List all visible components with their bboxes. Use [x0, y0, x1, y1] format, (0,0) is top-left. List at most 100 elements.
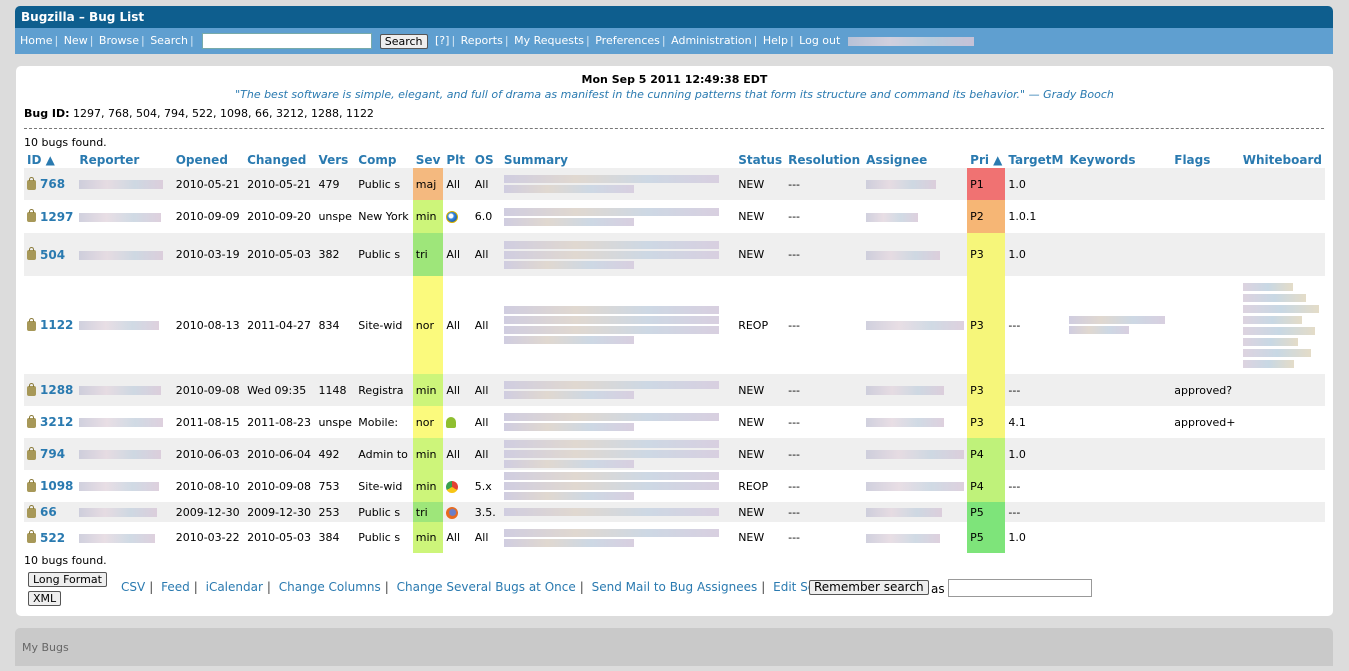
summary-redacted[interactable]: [503, 316, 719, 324]
bug-id-link[interactable]: 768: [40, 177, 66, 191]
icalendar-link[interactable]: iCalendar: [205, 580, 263, 594]
col-status[interactable]: Status: [738, 153, 783, 167]
col-target-milestone[interactable]: TargetM: [1008, 153, 1064, 167]
bug-id-cell[interactable]: 768: [24, 168, 77, 200]
bug-id-link[interactable]: 3212: [40, 415, 74, 429]
summary-redacted[interactable]: [503, 440, 719, 448]
long-format-button[interactable]: Long Format: [28, 572, 107, 587]
bug-id-link[interactable]: 66: [40, 505, 57, 519]
nav-help[interactable]: Help: [762, 34, 788, 47]
summary-redacted[interactable]: [503, 413, 719, 421]
col-summary[interactable]: Summary: [503, 153, 568, 167]
nav-new[interactable]: New: [63, 34, 88, 47]
summary-redacted[interactable]: [503, 450, 719, 458]
summary-cell[interactable]: [500, 168, 736, 200]
summary-redacted[interactable]: [503, 217, 634, 226]
nav-log-out[interactable]: Log out: [799, 34, 841, 47]
send-mail-link[interactable]: Send Mail to Bug Assignees: [591, 580, 758, 594]
bug-id-link[interactable]: 794: [40, 447, 66, 461]
table-row[interactable]: 1297 2010-09-09 2010-09-20 unspe New York min…: [24, 200, 1325, 233]
remember-search-button[interactable]: Remember search: [809, 580, 929, 595]
table-row[interactable]: 1122 2010-08-13 2011-04-27 834 Site-wid nor Al…: [24, 276, 1325, 374]
bug-id-cell[interactable]: 1098: [24, 470, 77, 502]
col-component[interactable]: Comp: [358, 153, 397, 167]
summary-redacted[interactable]: [503, 240, 719, 249]
summary-redacted[interactable]: [503, 306, 719, 314]
col-os[interactable]: OS: [474, 153, 494, 167]
bug-id-link[interactable]: 1288: [40, 383, 74, 397]
bug-id-cell[interactable]: 66: [24, 502, 77, 522]
nav-reports[interactable]: Reports: [460, 34, 503, 47]
col-opened[interactable]: Opened: [175, 153, 228, 167]
summary-redacted[interactable]: [503, 508, 719, 516]
summary-redacted[interactable]: [503, 492, 634, 500]
bug-id-link[interactable]: 1122: [40, 318, 74, 332]
quick-search-input[interactable]: [202, 33, 373, 49]
summary-redacted[interactable]: [503, 391, 634, 399]
bug-id-link[interactable]: 1098: [40, 479, 74, 493]
bug-id-link[interactable]: 504: [40, 247, 66, 262]
summary-cell[interactable]: [500, 374, 736, 406]
summary-redacted[interactable]: [503, 336, 634, 344]
my-bugs-label[interactable]: My Bugs: [22, 641, 69, 654]
summary-redacted[interactable]: [503, 472, 719, 480]
bug-id-cell[interactable]: 1297: [24, 200, 77, 233]
summary-redacted[interactable]: [503, 528, 719, 537]
col-assignee[interactable]: Assignee: [866, 153, 928, 167]
change-several-bugs-link[interactable]: Change Several Bugs at Once: [396, 580, 576, 594]
col-version[interactable]: Vers: [318, 153, 349, 167]
bug-id-cell[interactable]: 1288: [24, 374, 77, 406]
bug-id-cell[interactable]: 1122: [24, 276, 77, 374]
col-flags[interactable]: Flags: [1174, 153, 1211, 167]
table-row[interactable]: 794 2010-06-03 2010-06-04 492 Admin to min All…: [24, 438, 1325, 470]
feed-link[interactable]: Feed: [161, 580, 190, 594]
summary-redacted[interactable]: [503, 482, 719, 490]
nav-home[interactable]: Home: [20, 34, 53, 47]
table-row[interactable]: 3212 2011-08-15 2011-08-23 unspe Mobile: nor A…: [24, 406, 1325, 438]
summary-redacted[interactable]: [503, 423, 634, 431]
nav-search[interactable]: Search: [150, 34, 188, 47]
summary-redacted[interactable]: [503, 250, 719, 259]
col-id[interactable]: ID ▲: [27, 153, 55, 167]
bug-id-cell[interactable]: 522: [24, 522, 77, 553]
summary-redacted[interactable]: [503, 260, 634, 269]
change-columns-link[interactable]: Change Columns: [278, 580, 381, 594]
bug-id-link[interactable]: 1297: [40, 209, 74, 224]
summary-cell[interactable]: [500, 470, 736, 502]
col-priority[interactable]: Pri ▲: [970, 153, 1003, 167]
quick-search-button[interactable]: Search: [379, 33, 428, 49]
summary-redacted[interactable]: [503, 207, 719, 216]
table-row[interactable]: 504 2010-03-19 2010-05-03 382 Public s tri All…: [24, 233, 1325, 276]
bug-id-link[interactable]: 522: [40, 530, 66, 545]
bug-id-cell[interactable]: 504: [24, 233, 77, 276]
summary-redacted[interactable]: [503, 460, 634, 468]
summary-cell[interactable]: [500, 200, 736, 233]
summary-redacted[interactable]: [503, 381, 719, 389]
summary-cell[interactable]: [500, 276, 736, 374]
bug-id-cell[interactable]: 794: [24, 438, 77, 470]
col-severity[interactable]: Sev: [415, 153, 441, 167]
col-platform[interactable]: Plt: [446, 153, 466, 167]
col-changed[interactable]: Changed: [247, 153, 307, 167]
summary-redacted[interactable]: [503, 326, 719, 334]
col-whiteboard[interactable]: Whiteboard: [1242, 153, 1322, 167]
table-row[interactable]: 1098 2010-08-10 2010-09-08 753 Site-wid min 5.…: [24, 470, 1325, 502]
col-reporter[interactable]: Reporter: [79, 153, 140, 167]
summary-redacted[interactable]: [503, 538, 634, 547]
summary-cell[interactable]: [500, 502, 736, 522]
summary-cell[interactable]: [500, 438, 736, 470]
summary-cell[interactable]: [500, 406, 736, 438]
table-row[interactable]: 66 2009-12-30 2009-12-30 253 Public s tri 3.5.…: [24, 502, 1325, 522]
nav-my-requests[interactable]: My Requests: [514, 34, 584, 47]
nav-browse[interactable]: Browse: [98, 34, 139, 47]
summary-cell[interactable]: [500, 233, 736, 276]
csv-link[interactable]: CSV: [121, 580, 146, 594]
col-resolution[interactable]: Resolution: [788, 153, 861, 167]
summary-redacted[interactable]: [503, 175, 719, 183]
table-row[interactable]: 522 2010-03-22 2010-05-03 384 Public s min All…: [24, 522, 1325, 553]
xml-button[interactable]: XML: [28, 591, 62, 606]
summary-cell[interactable]: [500, 522, 736, 553]
table-row[interactable]: 1288 2010-09-08 Wed 09:35 1148 Registra min Al…: [24, 374, 1325, 406]
search-help-link[interactable]: [?]: [435, 34, 450, 47]
summary-redacted[interactable]: [503, 185, 634, 193]
